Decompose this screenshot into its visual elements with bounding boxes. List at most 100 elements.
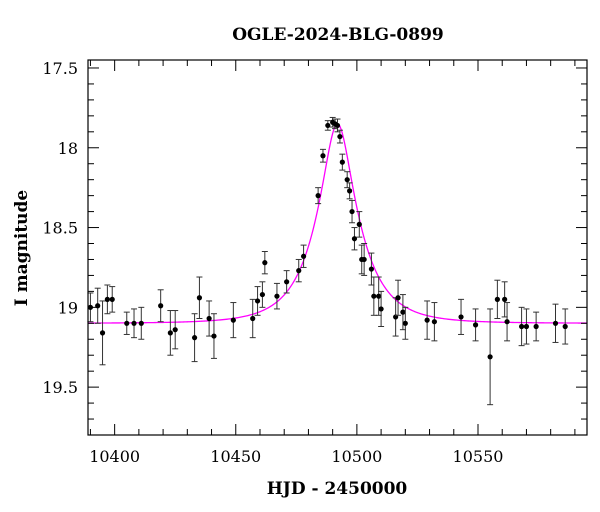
data-point — [487, 354, 493, 360]
data-point-group — [523, 308, 530, 345]
data-point — [296, 268, 302, 274]
data-point-group — [472, 308, 479, 342]
data-point-group — [172, 310, 179, 350]
data-point — [325, 122, 331, 129]
data-point — [259, 291, 266, 298]
data-point-group — [295, 258, 302, 283]
data-point — [402, 320, 408, 326]
data-point — [502, 296, 508, 302]
data-point-group — [487, 308, 494, 406]
model-layer — [87, 123, 588, 324]
data-point-group — [94, 287, 101, 324]
data-point-group — [518, 306, 525, 347]
data-point-group — [249, 298, 256, 339]
data-point — [337, 133, 343, 140]
data-point — [172, 327, 178, 333]
plot-area — [87, 116, 588, 406]
data-point-group — [504, 302, 511, 342]
data-point-group — [356, 211, 363, 238]
data-point-group — [138, 306, 145, 340]
y-tick-label: 18.5 — [42, 219, 78, 238]
data-point-group — [157, 289, 164, 323]
y-axis: 17.5 18 18.5 19 19.5 — [42, 59, 587, 436]
data-point — [250, 315, 256, 322]
data-point-group — [300, 244, 307, 268]
data-point — [109, 296, 115, 302]
data-point — [211, 333, 217, 339]
chart-title: OGLE-2024-BLG-0899 — [232, 25, 444, 45]
data-point-group — [378, 290, 385, 327]
data-point-group — [123, 311, 130, 335]
data-point — [124, 320, 130, 326]
data-point-group — [109, 286, 116, 313]
data-point — [494, 296, 500, 302]
data-point-group — [196, 276, 203, 320]
x-tick-label: 10550 — [453, 447, 504, 466]
data-point-group — [533, 311, 540, 342]
data-point-group — [501, 281, 508, 318]
data-point — [368, 266, 375, 272]
data-point-group — [230, 302, 237, 339]
data-point-group — [104, 284, 111, 315]
y-tick-label: 18 — [58, 139, 78, 158]
data-point — [371, 293, 377, 299]
y-tick-label: 19.5 — [42, 378, 78, 397]
data-point-group — [206, 300, 213, 337]
data-point-group — [336, 129, 343, 144]
data-point-group — [319, 148, 326, 163]
data-point — [206, 315, 212, 322]
data-point — [400, 309, 406, 315]
data-point — [191, 335, 198, 341]
data-point — [458, 314, 464, 320]
data-point-group — [283, 270, 290, 294]
data-point — [138, 320, 144, 326]
data-point-group — [324, 120, 331, 131]
x-tick-label: 10400 — [89, 447, 140, 466]
data-point — [131, 320, 137, 326]
data-point-group — [254, 286, 261, 316]
data-point-group — [344, 171, 351, 189]
data-point-group — [131, 308, 138, 339]
data-point — [378, 306, 384, 312]
y-tick-label: 19 — [58, 298, 78, 317]
data-point — [99, 330, 106, 336]
data-point — [431, 319, 437, 325]
data-point-group — [259, 281, 266, 308]
data-point — [104, 296, 110, 302]
y-tick-label: 17.5 — [42, 59, 78, 78]
data-point — [351, 236, 358, 242]
model-curve — [87, 123, 588, 324]
data-point — [262, 260, 268, 266]
data-point-group — [261, 250, 268, 275]
data-point — [424, 317, 430, 323]
plot-frame — [87, 59, 588, 436]
data-point-group — [458, 298, 465, 335]
data-point-group — [402, 306, 409, 340]
data-point-group — [210, 313, 217, 359]
data-point — [562, 323, 568, 330]
data-point — [376, 293, 382, 299]
data-point — [339, 159, 345, 165]
data-point-group — [552, 303, 559, 343]
data-point — [315, 193, 321, 199]
data-point-group — [562, 308, 569, 345]
data-point-group — [191, 313, 198, 363]
data-point-group — [273, 282, 280, 310]
data-point — [344, 177, 350, 183]
y-axis-label: I magnitude — [12, 190, 32, 307]
data-point — [523, 323, 530, 330]
data-point-group — [431, 302, 438, 342]
data-point — [274, 293, 280, 299]
data-point — [284, 279, 290, 285]
data-point-group — [349, 199, 356, 224]
data-point — [158, 303, 164, 309]
data-point — [533, 323, 539, 330]
data-point — [196, 295, 203, 301]
data-point-group — [99, 300, 106, 366]
data-point — [334, 122, 341, 129]
data-point-group — [339, 153, 346, 171]
data-point — [300, 253, 307, 259]
data-point-group — [315, 187, 322, 205]
data-point-group — [346, 182, 353, 200]
